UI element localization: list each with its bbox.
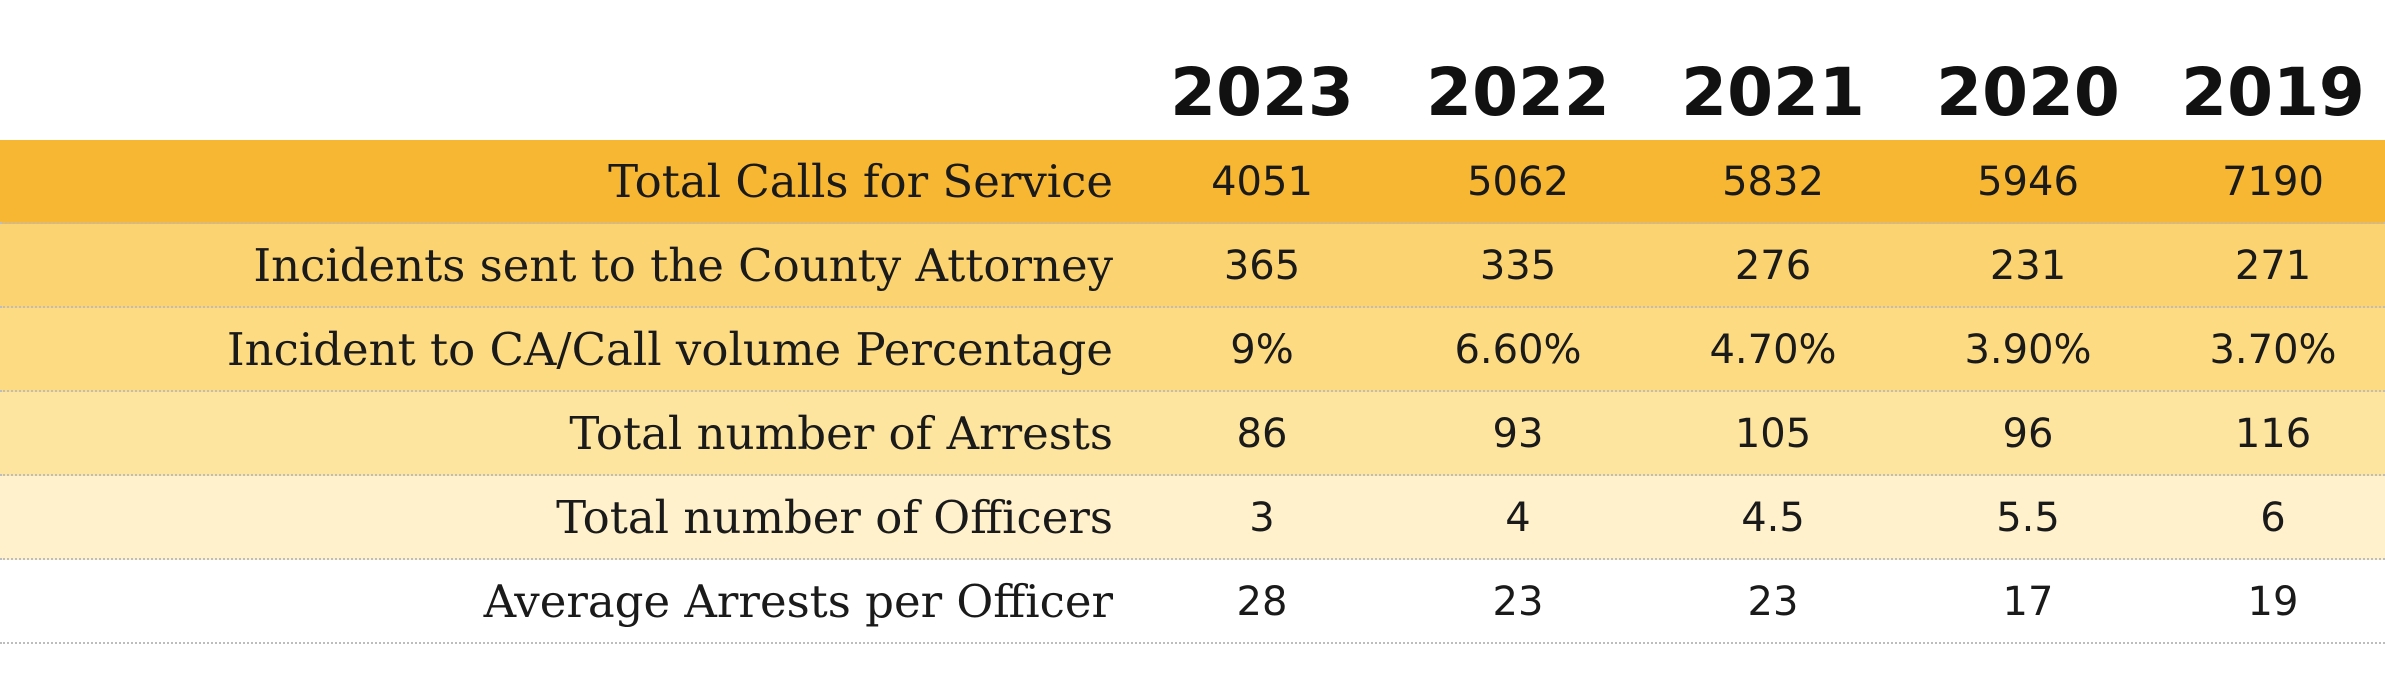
year-header-2023: 2023 bbox=[1170, 54, 1354, 131]
table-cell: 6.60% bbox=[1454, 327, 1582, 373]
table-cell: 19 bbox=[2247, 579, 2299, 625]
table-cell: 271 bbox=[2234, 243, 2312, 289]
table-cell: 3.70% bbox=[2209, 327, 2337, 373]
table-cell: 28 bbox=[1236, 579, 1288, 625]
year-header-2020: 2020 bbox=[1936, 54, 2120, 131]
table-cell: 365 bbox=[1223, 243, 1301, 289]
row-label: Incident to CA/Call volume Percentage bbox=[226, 323, 1113, 376]
table-cell: 3 bbox=[1249, 495, 1275, 541]
table-cell: 4.70% bbox=[1709, 327, 1837, 373]
year-header-2021: 2021 bbox=[1681, 54, 1865, 131]
table-cell: 96 bbox=[2002, 411, 2054, 457]
year-header-2019: 2019 bbox=[2181, 54, 2365, 131]
table-cell: 93 bbox=[1492, 411, 1544, 457]
row-label: Total Calls for Service bbox=[608, 155, 1113, 208]
table-cell: 23 bbox=[1747, 579, 1799, 625]
table-cell: 9% bbox=[1230, 327, 1294, 373]
table-row: Total Calls for Service 4051 5062 5832 5… bbox=[0, 140, 2385, 224]
year-header-row: 2023 2022 2021 2020 2019 bbox=[0, 0, 2385, 140]
table-cell: 6 bbox=[2260, 495, 2286, 541]
table-cell: 3.90% bbox=[1964, 327, 2092, 373]
table-cell: 5832 bbox=[1722, 159, 1824, 205]
table-row: Incidents sent to the County Attorney 36… bbox=[0, 224, 2385, 308]
table-cell: 5.5 bbox=[1996, 495, 2060, 541]
table-row: Incident to CA/Call volume Percentage 9%… bbox=[0, 308, 2385, 392]
table-cell: 23 bbox=[1492, 579, 1544, 625]
table-cell: 17 bbox=[2002, 579, 2054, 625]
table-row: Total number of Officers 3 4 4.5 5.5 6 bbox=[0, 476, 2385, 560]
year-header-2022: 2022 bbox=[1426, 54, 1610, 131]
table-cell: 5946 bbox=[1977, 159, 2079, 205]
table-cell: 116 bbox=[2234, 411, 2312, 457]
table-cell: 335 bbox=[1479, 243, 1557, 289]
table-cell: 105 bbox=[1734, 411, 1812, 457]
table-cell: 276 bbox=[1734, 243, 1812, 289]
table-cell: 86 bbox=[1236, 411, 1288, 457]
table-cell: 4 bbox=[1505, 495, 1531, 541]
row-label: Total number of Arrests bbox=[569, 407, 1113, 460]
table-row: Total number of Arrests 86 93 105 96 116 bbox=[0, 392, 2385, 476]
row-label: Average Arrests per Officer bbox=[483, 575, 1113, 628]
row-label: Total number of Officers bbox=[556, 491, 1113, 544]
table-cell: 4.5 bbox=[1741, 495, 1805, 541]
table-cell: 7190 bbox=[2222, 159, 2324, 205]
table-cell: 5062 bbox=[1467, 159, 1569, 205]
table-cell: 231 bbox=[1989, 243, 2067, 289]
table-row: Average Arrests per Officer 28 23 23 17 … bbox=[0, 560, 2385, 644]
table-cell: 4051 bbox=[1211, 159, 1313, 205]
row-label: Incidents sent to the County Attorney bbox=[253, 239, 1113, 292]
